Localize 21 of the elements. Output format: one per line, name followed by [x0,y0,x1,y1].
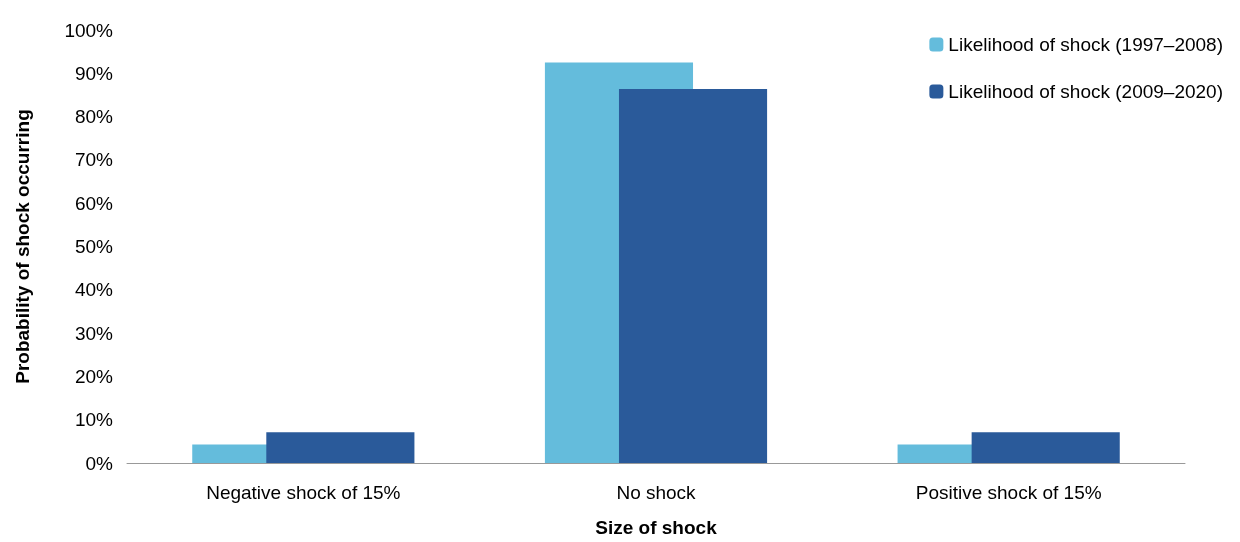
legend-label: Likelihood of shock (2009–2020) [948,81,1223,102]
y-tick-label: 10% [74,409,114,431]
bar [266,432,415,463]
y-tick-label: 70% [74,149,114,171]
x-tick-label: Positive shock of 15% [915,482,1102,503]
y-tick-label: 40% [74,279,114,301]
y-tick-label: 100% [64,19,114,41]
x-tick-label: No shock [616,482,697,503]
y-tick-label: 30% [74,322,114,344]
y-tick-label: 80% [74,106,114,128]
x-axis-title: Size of shock [595,517,718,538]
y-tick-label: 0% [85,452,114,474]
y-tick-label: 50% [74,236,114,257]
x-tick-label: Negative shock of 15% [206,482,401,503]
bar [971,432,1120,463]
y-tick-label: 20% [74,365,114,387]
y-tick-label: 90% [74,62,114,84]
y-tick-label: 60% [74,192,114,214]
y-axis-title: Probability of shock occurring [12,109,33,384]
bar [618,88,768,463]
legend-label: Likelihood of shock (1997–2008) [948,34,1223,55]
